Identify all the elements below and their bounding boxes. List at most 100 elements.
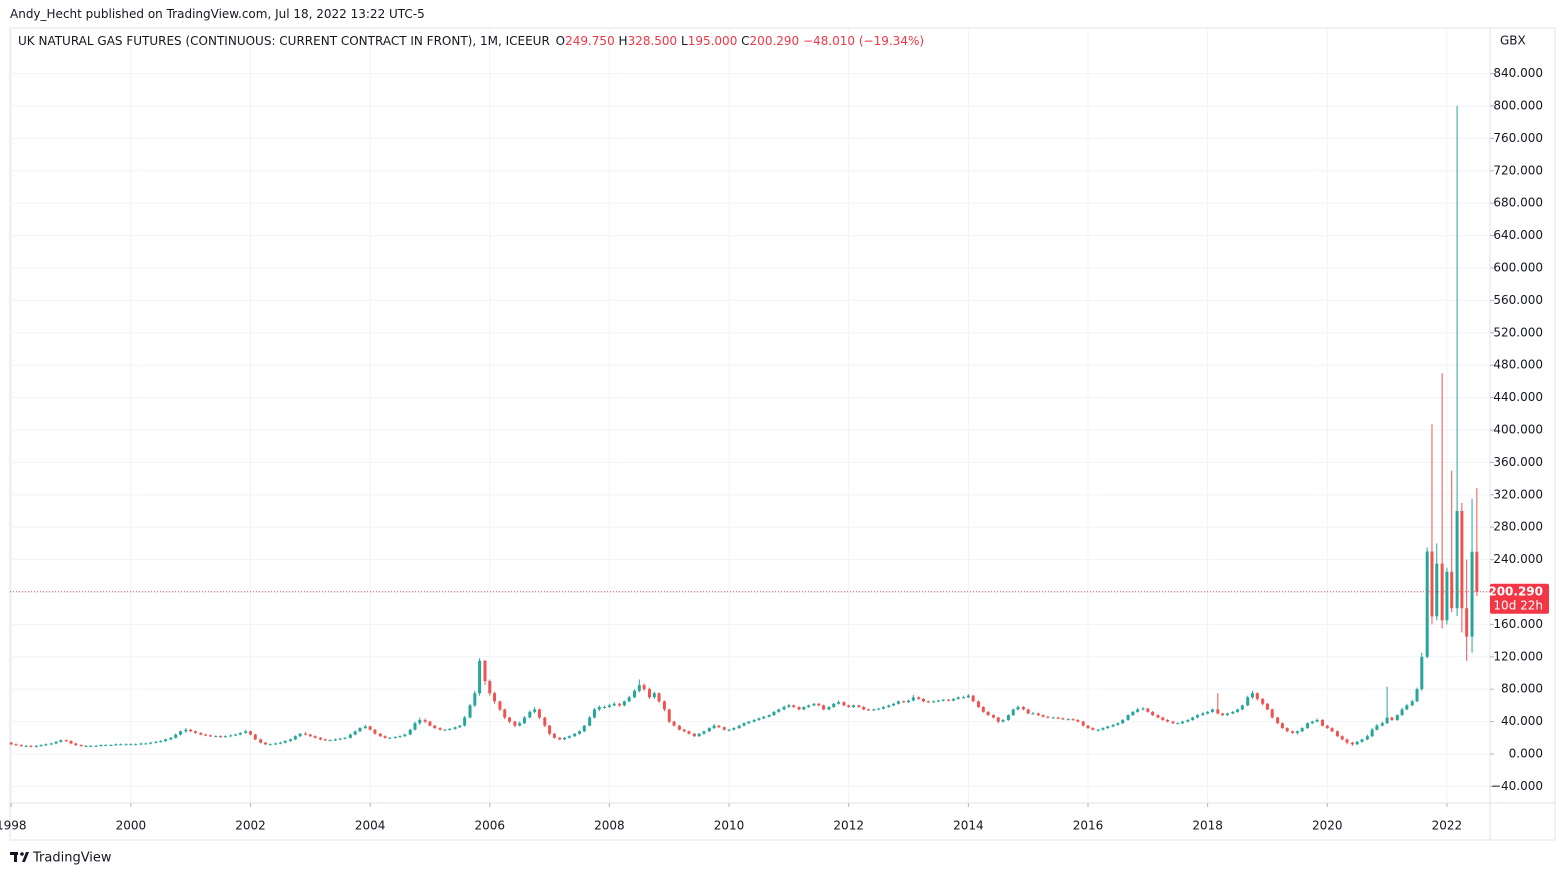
candle-body [1295,731,1299,733]
candle-body [592,709,596,718]
candle-body [851,705,855,708]
candle-body [892,703,896,706]
x-tick-label: 2014 [953,819,984,833]
candle-body [582,725,586,732]
candle-body [333,739,337,741]
candle-body [1425,551,1429,657]
candle-body [792,705,796,708]
candle-body [74,743,78,746]
close-key: C [741,34,750,48]
candle-body [14,744,18,746]
candle-body [956,697,960,699]
candle-body [1410,701,1414,706]
candle-body [832,703,836,708]
candle-body [657,693,661,702]
candle-body [1011,709,1015,716]
candle-body [842,702,846,706]
candle-body [981,707,985,712]
candle-body [393,736,397,738]
candle-body [1355,741,1359,745]
candle-body [263,742,267,745]
candle-body [119,744,123,746]
candle-body [1225,713,1229,716]
candle-body [9,742,13,745]
candle-body [1350,742,1354,745]
candle-body [1365,736,1369,740]
candle-body [438,728,442,730]
candle-body [458,725,462,728]
candle-body [234,734,238,736]
candle-body [1325,725,1329,729]
candle-body [1231,711,1235,714]
currency-label: GBX [1500,34,1526,48]
candle-body [1041,715,1045,717]
candle-body [767,715,771,717]
candle-body [926,701,930,703]
candle-body [493,693,497,702]
candle-body [1435,563,1439,617]
candle-body [114,744,118,746]
candle-body [637,685,641,691]
candle-body [1186,719,1190,722]
open-key: O [555,34,566,48]
candle-body [468,705,472,718]
candle-body [1166,719,1170,722]
candle-body [443,729,447,731]
candle-body [433,725,437,729]
candle-body [578,731,582,734]
y-tick-label: 680.000 [1493,196,1543,210]
candle-body [1051,717,1055,719]
y-tick-label: 560.000 [1493,293,1543,307]
candle-body [1475,551,1479,592]
candle-body [817,703,821,706]
candle-body [607,705,611,708]
candle-body [692,733,696,737]
y-tick-label: 320.000 [1493,487,1543,501]
candle-body [1375,725,1379,730]
candle-body [1131,711,1135,716]
candle-body [1136,709,1140,712]
y-tick-label: 160.000 [1493,617,1543,631]
candle-body [866,709,870,711]
candle-body [413,723,417,730]
candle-body [109,745,113,747]
candle-body [1116,723,1120,725]
candle-body [478,660,482,694]
y-tick-label: 360.000 [1493,455,1543,469]
candle-body [149,742,153,744]
candle-body [887,705,891,708]
candle-body [1236,709,1240,712]
candle-body [633,690,637,698]
candle-body [682,729,686,732]
candle-body [408,729,412,735]
y-tick-label: 800.000 [1493,99,1543,113]
candle-body [283,741,287,743]
candle-body [358,728,362,732]
candle-body [1156,715,1160,718]
candle-body [428,721,432,726]
candle-body [253,734,257,740]
candle-body [558,737,562,740]
candle-body [947,699,951,701]
candle-body [1380,723,1384,726]
candle-body [902,701,906,703]
candle-body [1276,717,1280,724]
candle-body [274,743,278,745]
candle-body [1046,716,1050,718]
candle-body [69,741,73,744]
candle-body [1440,563,1444,621]
candle-body [837,702,841,704]
open-value: 249.750 [565,34,615,48]
candle-body [757,718,761,720]
candle-body [1016,707,1020,710]
y-tick-label: 40.000 [1501,714,1543,728]
candle-body [59,740,63,742]
candle-body [1076,719,1080,722]
candle-body [847,705,851,708]
candle-body [941,699,945,701]
candle-body [498,701,502,710]
candle-body [1001,719,1005,722]
candle-body [1395,715,1399,720]
candle-body [1270,709,1274,718]
